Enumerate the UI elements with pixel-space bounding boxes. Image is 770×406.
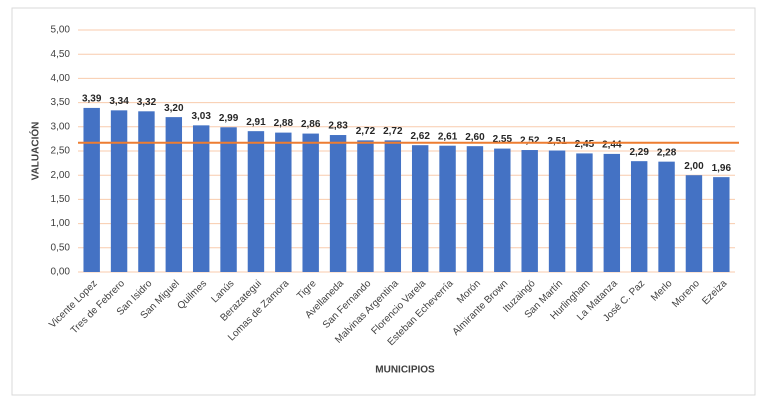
value-label: 2,51 xyxy=(547,136,567,147)
value-label: 2,62 xyxy=(410,131,430,142)
y-tick-label: 4,50 xyxy=(51,49,71,60)
bar xyxy=(439,145,456,272)
bar xyxy=(275,132,292,272)
y-tick-label: 5,00 xyxy=(51,25,71,36)
bar xyxy=(658,161,675,272)
bar xyxy=(165,117,183,273)
bar xyxy=(220,127,237,272)
bar xyxy=(576,153,593,272)
bar xyxy=(329,135,347,272)
bar xyxy=(357,140,374,272)
value-label: 3,34 xyxy=(109,96,129,107)
y-tick-label: 1,50 xyxy=(51,194,71,205)
y-tick-label: 2,00 xyxy=(51,170,71,181)
value-label: 2,29 xyxy=(629,147,649,158)
value-label: 2,45 xyxy=(575,139,595,150)
bar xyxy=(630,161,648,272)
bar xyxy=(411,145,429,272)
y-tick-label: 2,50 xyxy=(51,146,71,157)
value-label: 2,28 xyxy=(657,147,677,158)
bar xyxy=(494,148,511,272)
bar xyxy=(83,107,100,272)
y-tick-label: 1,00 xyxy=(51,218,71,229)
value-label: 2,44 xyxy=(602,140,622,151)
bar xyxy=(302,133,319,272)
bar xyxy=(685,175,703,272)
bar xyxy=(521,150,538,272)
value-label: 3,03 xyxy=(191,111,211,122)
value-label: 2,88 xyxy=(274,118,294,129)
y-tick-label: 3,00 xyxy=(51,121,71,132)
value-label: 2,72 xyxy=(356,126,376,137)
value-label: 3,32 xyxy=(137,97,157,108)
bar xyxy=(384,140,402,272)
value-label: 2,55 xyxy=(493,134,513,145)
value-label: 3,39 xyxy=(82,94,102,105)
y-tick-label: 3,50 xyxy=(51,97,71,108)
bar xyxy=(548,150,566,272)
bar xyxy=(110,110,128,273)
value-label: 2,00 xyxy=(684,161,704,172)
y-axis-title: VALUACIÓN xyxy=(29,122,42,181)
value-label: 2,52 xyxy=(520,136,540,147)
y-tick-label: 0,00 xyxy=(51,267,71,278)
value-label: 2,91 xyxy=(246,117,266,128)
bar xyxy=(603,153,621,272)
value-label: 1,96 xyxy=(712,163,732,174)
value-label: 2,99 xyxy=(219,113,239,124)
value-label: 2,61 xyxy=(438,131,458,142)
value-label: 2,60 xyxy=(465,132,485,143)
value-label: 2,83 xyxy=(328,121,348,132)
value-label: 3,20 xyxy=(164,103,184,114)
bar xyxy=(713,177,730,272)
value-label: 2,72 xyxy=(383,126,403,137)
y-tick-label: 0,50 xyxy=(51,242,71,253)
value-label: 2,86 xyxy=(301,119,321,130)
x-axis-title: MUNICIPIOS xyxy=(375,365,435,376)
bar xyxy=(466,146,484,272)
bar xyxy=(247,131,265,272)
bar xyxy=(192,125,210,273)
y-tick-label: 4,00 xyxy=(51,73,71,84)
bar xyxy=(138,111,155,272)
